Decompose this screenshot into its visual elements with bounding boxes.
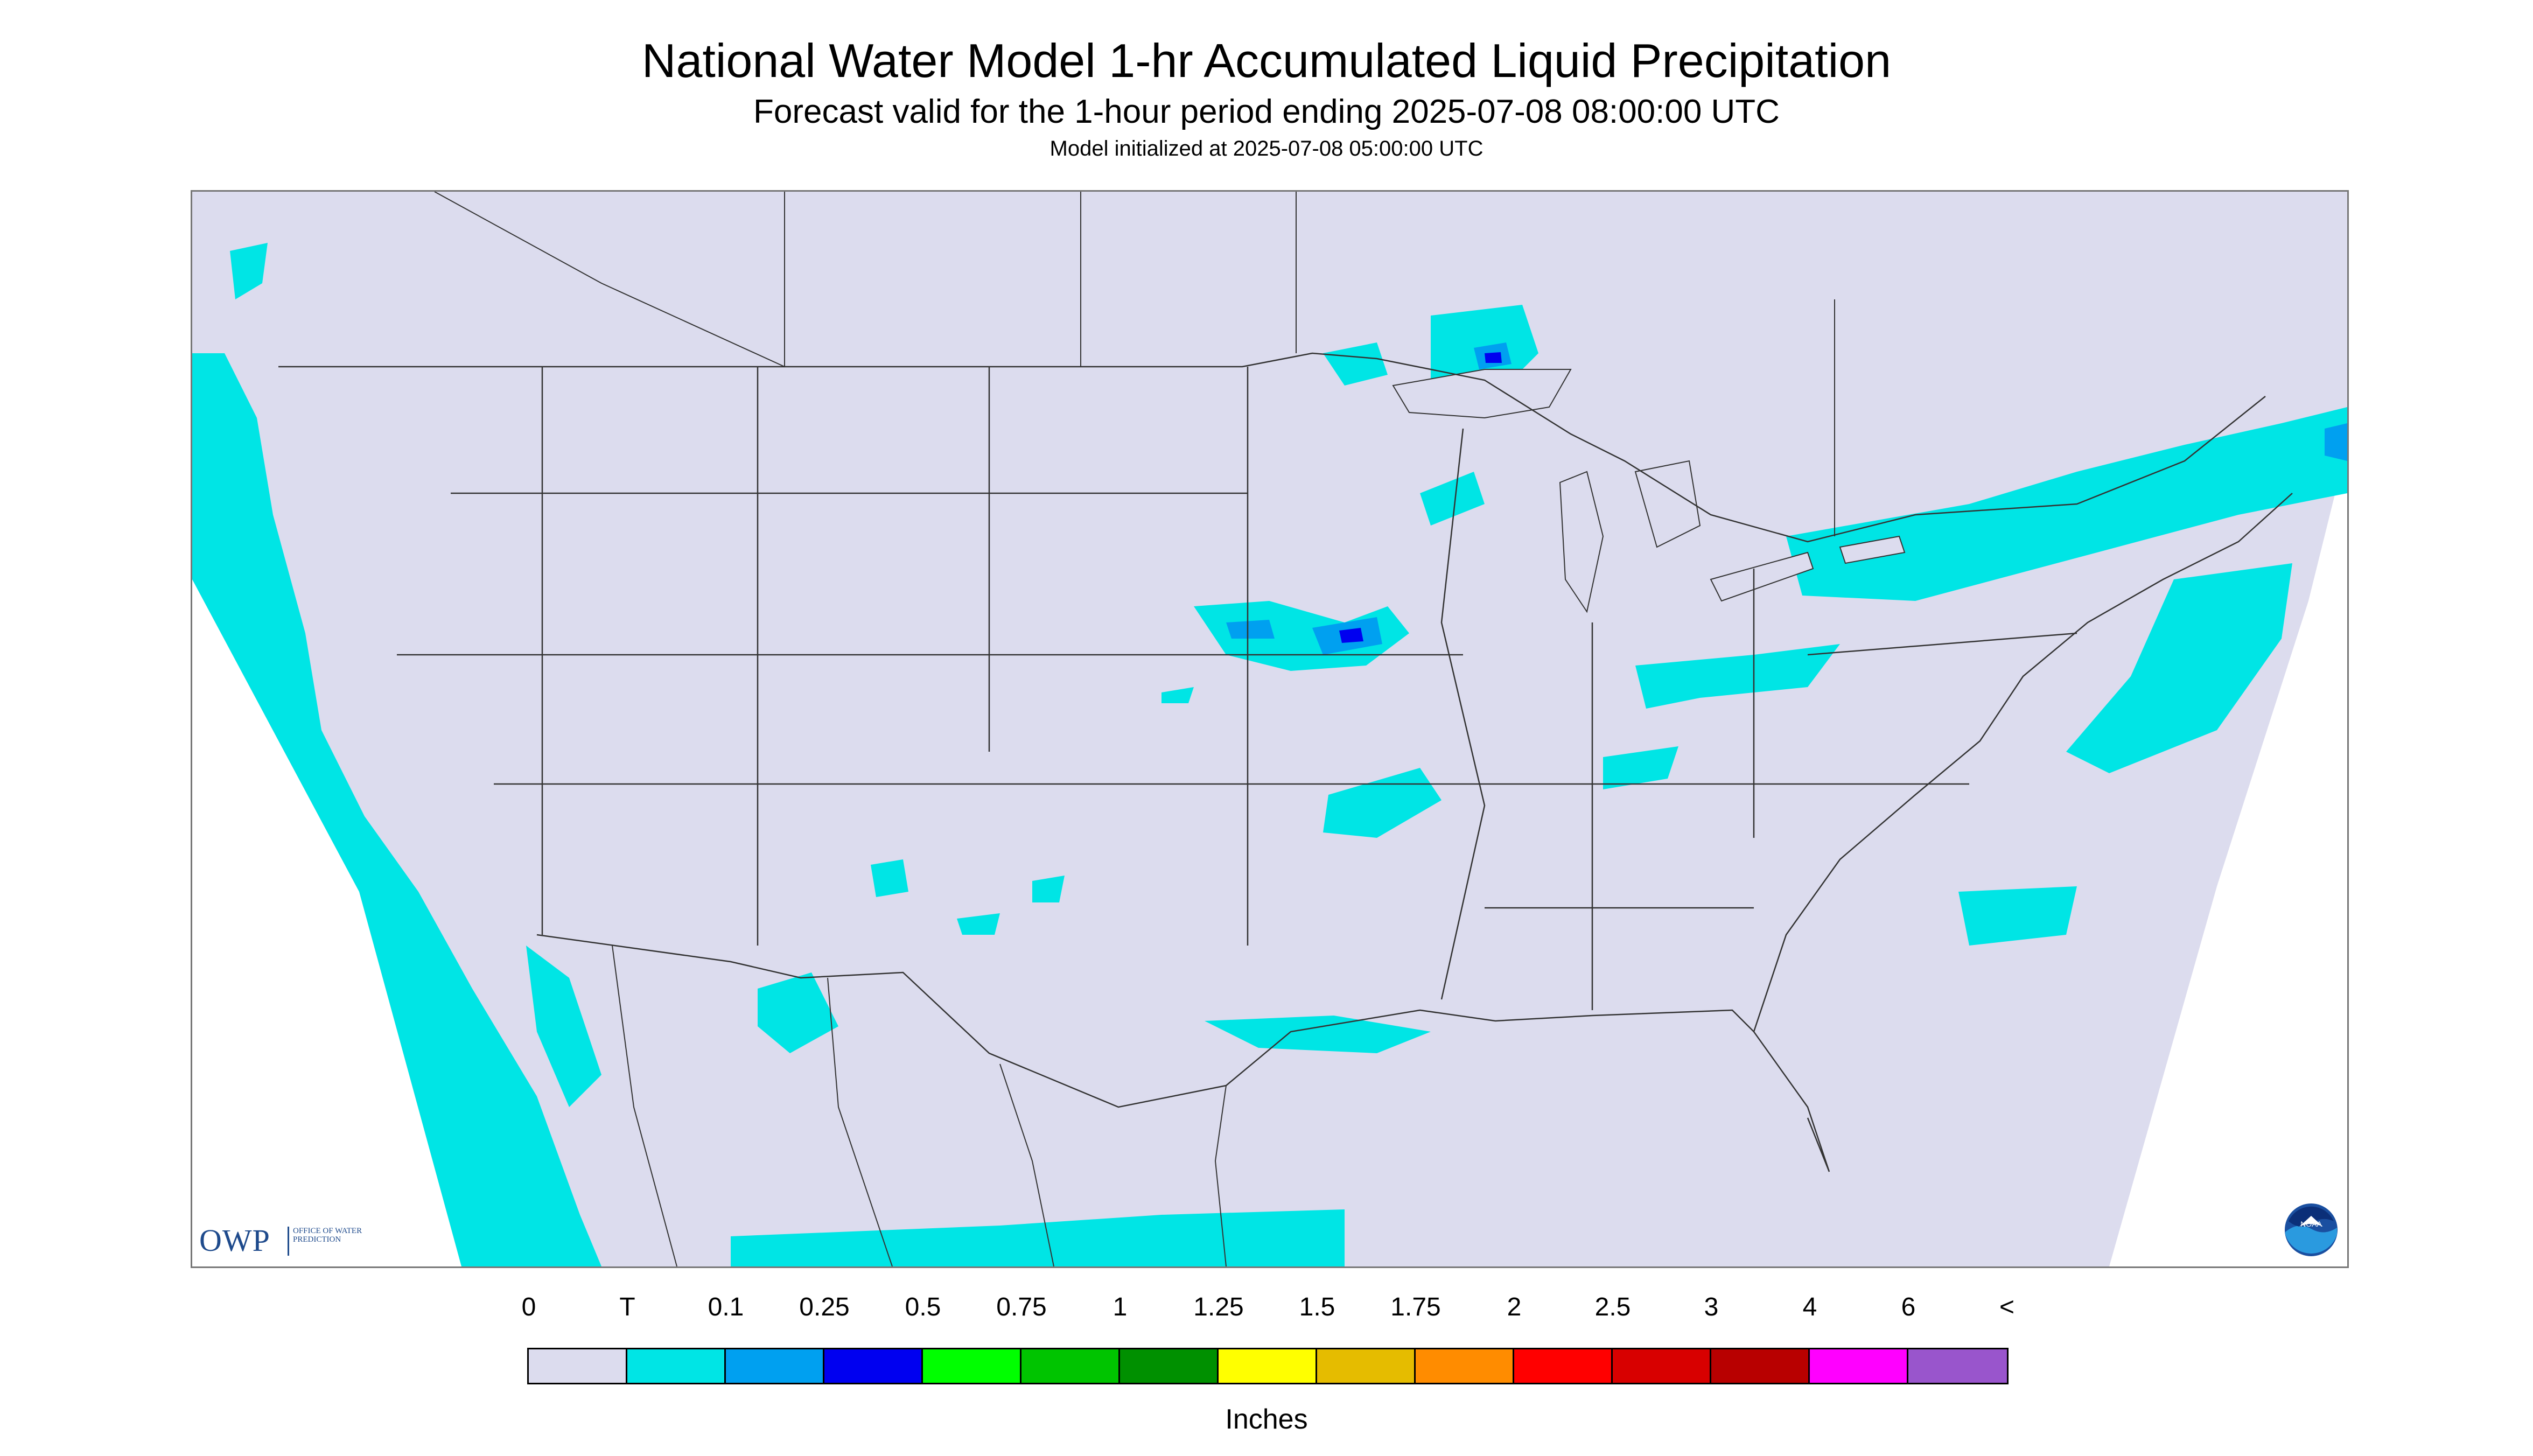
legend-tick-label: T (619, 1293, 635, 1321)
superior-heavy (1485, 352, 1502, 363)
legend-swatch (1908, 1349, 2007, 1383)
lake-ontario (1839, 535, 1906, 564)
legend-tick-label: 0.25 (799, 1293, 850, 1321)
atlantic-coastline (1753, 493, 2293, 1032)
atlantic-coast-precip (2066, 563, 2292, 773)
noaa-logo-text: NOAA (2300, 1220, 2322, 1228)
new-mexico-precip-1 (871, 859, 908, 897)
legend-swatch (529, 1349, 627, 1383)
heavy-precip-cores (1339, 352, 1502, 643)
legend-tick-label: 1 (1112, 1293, 1128, 1321)
baja-precip (526, 946, 601, 1107)
legend-tick-label: 1.5 (1299, 1293, 1335, 1321)
legend-tick-labels: 0 T 0.1 0.25 0.5 0.75 1 1.25 1.5 1.75 2 2.5 3 4 6 < (0, 1292, 2533, 1330)
legend-swatch (726, 1349, 824, 1383)
mexico-sonora (612, 945, 677, 1266)
us-mexico-border (536, 934, 1227, 1108)
gulf-coastline (1226, 1009, 1830, 1172)
legend-swatch (1416, 1349, 1514, 1383)
mexico-coahuila (999, 1063, 1054, 1266)
mexico-southern-precip (731, 1209, 1345, 1266)
canada-boundaries (434, 192, 1835, 536)
legend-swatch (1711, 1349, 1810, 1383)
legend-swatch (923, 1349, 1021, 1383)
legend-swatch (1120, 1349, 1219, 1383)
wisconsin-precip (1420, 472, 1485, 526)
map-subtitle: Forecast valid for the 1-hour period end… (753, 93, 1780, 130)
chihuahua-precip (758, 972, 838, 1053)
legend-tick-label: 0.5 (905, 1293, 941, 1321)
legend-tick-label: 0.1 (708, 1293, 744, 1321)
precipitation-map (191, 190, 2349, 1268)
political-boundaries (278, 352, 2293, 1172)
ohio-valley-precip (1635, 644, 1840, 709)
legend-swatch (1613, 1349, 1711, 1383)
legend-swatch (1219, 1349, 1317, 1383)
noaa-logo-icon: NOAA (2284, 1202, 2339, 1257)
legend-tick-label: 0 (521, 1293, 536, 1321)
state-line-northeast (1807, 632, 2077, 656)
model-domain (192, 192, 2347, 1266)
lake-erie (1710, 551, 1814, 602)
new-mexico-precip-2 (957, 913, 1000, 935)
great-lakes-northeast-precip (1786, 407, 2347, 601)
minnesota-precip (1323, 342, 1388, 386)
northeast-core (2325, 423, 2347, 461)
legend-swatch (627, 1349, 726, 1383)
texas-panhandle-precip (1032, 876, 1065, 902)
legend-units-label: Inches (1225, 1404, 1308, 1435)
legend-tick-label: 1.75 (1390, 1293, 1441, 1321)
canada-bc-alberta (434, 192, 785, 367)
pacific-nw-precip (230, 243, 268, 299)
legend-tick-label: 0.75 (996, 1293, 1047, 1321)
canada-us-border (278, 352, 2266, 543)
kentucky-precip (1603, 746, 1678, 789)
oklahoma-arkansas-precip (1323, 768, 1442, 838)
iowa-heavy (1339, 628, 1363, 643)
legend-swatch (824, 1349, 923, 1383)
nebraska-core (1226, 620, 1275, 639)
legend-colorbar (527, 1348, 2009, 1384)
lake-michigan (1559, 471, 1604, 613)
owp-logo-icon: OWP OFFICE OF WATER PREDICTION (199, 1222, 377, 1260)
legend-tick-label: 2.5 (1594, 1293, 1631, 1321)
legend-swatch (1810, 1349, 1908, 1383)
legend-tick-label: 1.25 (1193, 1293, 1244, 1321)
kansas-precip (1161, 687, 1194, 703)
legend-swatch (1021, 1349, 1120, 1383)
map-title: National Water Model 1-hr Accumulated Li… (641, 34, 1892, 87)
legend-swatch (1514, 1349, 1613, 1383)
legend-tick-label: 4 (1802, 1293, 1817, 1321)
lake-huron (1634, 460, 1701, 548)
legend-tick-label: 6 (1901, 1293, 1916, 1321)
owp-logo-letters: OWP (199, 1223, 270, 1258)
legend-tick-label: 2 (1507, 1293, 1522, 1321)
owp-logo-text: OFFICE OF WATER PREDICTION (293, 1227, 362, 1244)
west-coast-pacific-precip (192, 353, 601, 1266)
map-svg (192, 192, 2347, 1266)
mexico-boundaries (612, 945, 1227, 1266)
owp-logo-divider (288, 1227, 289, 1256)
gulf-coast-precip (1205, 1016, 1431, 1053)
atlantic-offshore-precip (1958, 886, 2077, 946)
legend-swatch (1317, 1349, 1416, 1383)
model-init-time: Model initialized at 2025-07-08 05:00:00… (1049, 137, 1484, 160)
state-line-mississippi (1440, 428, 1486, 1000)
mexico-gulf-coast (1214, 1085, 1227, 1266)
mexico-chihuahua (827, 977, 893, 1266)
legend-tick-label: 3 (1704, 1293, 1719, 1321)
legend-tick-label: < (1999, 1293, 2015, 1321)
